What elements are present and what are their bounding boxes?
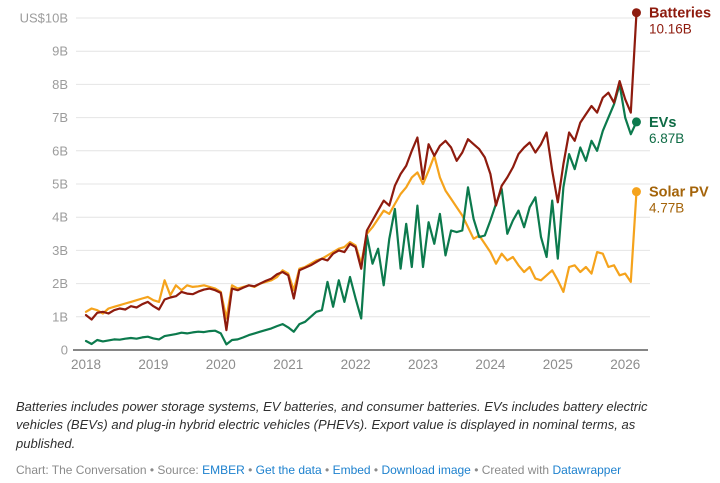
series-batteries <box>84 11 638 332</box>
get-the-data-link[interactable]: Get the data <box>255 463 322 478</box>
credit-text: • <box>321 463 333 478</box>
x-tick-label: 2021 <box>273 357 303 372</box>
series-value-label: 10.16B <box>649 22 692 37</box>
series-end-dot <box>631 187 641 197</box>
x-axis: 2018 2019 2020 2021 2022 2023 2024 2025 2026 <box>71 357 640 372</box>
x-tick-label: 2023 <box>408 357 438 372</box>
credit-text: • <box>370 463 382 478</box>
series-name-label: Solar PV <box>649 185 709 201</box>
source-link[interactable]: EMBER <box>202 463 245 478</box>
series-name-label: Batteries <box>649 6 711 22</box>
end-label-solar-pv: Solar PV4.77B <box>631 185 709 216</box>
series-end-dot <box>631 8 641 18</box>
x-tick-label: 2022 <box>341 357 371 372</box>
y-tick-label: 7B <box>52 110 68 125</box>
y-tick-label: 5B <box>52 177 68 192</box>
series-value-label: 4.77B <box>649 201 684 216</box>
y-tick-label: 6B <box>52 143 68 158</box>
chart-notes: Batteries includes power storage systems… <box>16 399 648 451</box>
x-tick-label: 2019 <box>138 357 168 372</box>
embed-link[interactable]: Embed <box>332 463 371 478</box>
y-tick-label: 3B <box>52 243 68 258</box>
series-evs <box>84 83 638 346</box>
x-tick-label: 2025 <box>543 357 573 372</box>
y-tick-label: 9B <box>52 44 68 59</box>
series-name-label: EVs <box>649 115 676 131</box>
chart-credit: Chart: The Conversation • Source: EMBER … <box>16 463 704 479</box>
series-line <box>84 83 638 346</box>
series-line <box>84 11 638 332</box>
y-tick-label: 2B <box>52 276 68 291</box>
x-tick-label: 2018 <box>71 357 101 372</box>
y-tick-label: 4B <box>52 210 68 225</box>
credit-text: Chart: The Conversation • Source: <box>16 463 203 478</box>
x-tick-label: 2020 <box>206 357 236 372</box>
y-tick-label: 0 <box>61 343 68 358</box>
datawrapper-link[interactable]: Datawrapper <box>552 463 622 478</box>
series-end-dot <box>631 117 641 127</box>
y-tick-label: US$10B <box>20 11 68 26</box>
credit-text: • <box>244 463 256 478</box>
y-tick-label: 1B <box>52 309 68 324</box>
x-tick-label: 2026 <box>610 357 640 372</box>
credit-text: • Created with <box>470 463 553 478</box>
x-tick-label: 2024 <box>475 357 506 372</box>
y-tick-label: 8B <box>52 77 68 92</box>
download-image-link[interactable]: Download image <box>381 463 471 478</box>
series-value-label: 6.87B <box>649 131 684 146</box>
